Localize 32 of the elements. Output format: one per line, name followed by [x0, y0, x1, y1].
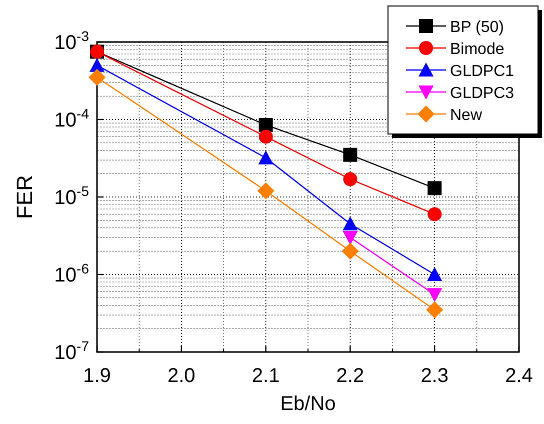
x-tick-label: 2.4	[505, 365, 533, 387]
y-tick-label: 10$^{-6}$	[54, 260, 90, 286]
legend-label: GLDPC1	[450, 63, 514, 80]
x-tick-label: 2.0	[167, 365, 196, 387]
point	[258, 118, 273, 132]
point	[426, 301, 444, 318]
legend-label: New	[450, 107, 482, 124]
y-axis-title: FER	[12, 175, 37, 219]
y-tick-label: 10$^{-5}$	[54, 183, 90, 209]
point	[343, 148, 358, 162]
legend-label: BP (50)	[450, 19, 504, 36]
point	[258, 150, 274, 164]
x-tick-label: 1.9	[83, 365, 111, 387]
point	[343, 172, 358, 186]
point	[258, 130, 273, 144]
x-tick-label: 2.1	[252, 365, 280, 387]
point	[342, 242, 359, 260]
point	[428, 207, 442, 222]
legend-label: Bimode	[450, 41, 504, 58]
x-axis-title: Eb/No	[280, 393, 336, 415]
y-tick-label: 10$^{-3}$	[54, 28, 90, 54]
y-tick-label: 10$^{-4}$	[54, 106, 90, 132]
x-tick-label: 2.3	[420, 365, 449, 387]
point	[257, 182, 274, 200]
x-tick-label: 2.2	[336, 365, 364, 387]
y-tick-label: 10$^{-7}$	[54, 338, 90, 364]
point	[90, 58, 104, 72]
point	[427, 267, 442, 281]
point	[342, 216, 358, 230]
point	[428, 181, 442, 196]
point	[88, 68, 106, 86]
legend-label: GLDPC3	[450, 85, 514, 102]
